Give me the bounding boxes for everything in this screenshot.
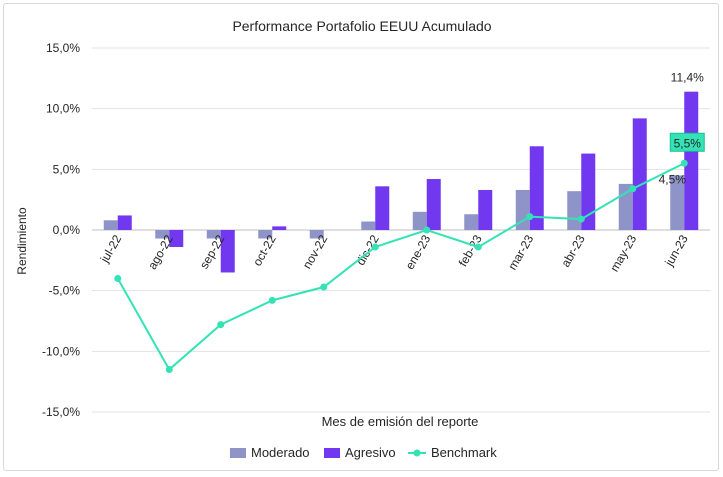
agresivo-data-label: 11,4% bbox=[671, 71, 704, 85]
bar-moderado bbox=[309, 230, 324, 239]
bar-moderado bbox=[567, 191, 582, 230]
y-tick-label: -10,0% bbox=[42, 344, 80, 358]
bar-agresivo bbox=[220, 230, 235, 273]
y-tick-label: -5,0% bbox=[49, 284, 81, 298]
bar-moderado bbox=[103, 220, 118, 230]
bar-agresivo bbox=[478, 189, 493, 230]
bar-agresivo bbox=[169, 230, 184, 247]
bar-agresivo bbox=[632, 118, 647, 230]
x-tick-label: dic-22 bbox=[353, 232, 382, 268]
benchmark-point bbox=[114, 275, 122, 283]
y-axis-label: Rendimiento bbox=[15, 207, 29, 275]
benchmark-point bbox=[320, 283, 328, 291]
bar-moderado bbox=[464, 214, 479, 230]
legend-label-benchmark: Benchmark bbox=[431, 445, 497, 460]
x-tick-label: may-23 bbox=[607, 232, 639, 274]
bar-moderado bbox=[412, 211, 427, 230]
bars bbox=[103, 91, 699, 273]
bar-agresivo bbox=[581, 153, 596, 230]
x-tick-label: nov-22 bbox=[300, 232, 331, 271]
x-tick-label: feb-23 bbox=[456, 232, 485, 269]
y-tick-label: 5,0% bbox=[53, 162, 81, 176]
benchmark-data-label: 5,5% bbox=[674, 136, 702, 150]
legend-swatch-agresivo bbox=[324, 448, 340, 458]
legend-item-moderado: Moderado bbox=[230, 445, 310, 460]
x-tick-label: ene-23 bbox=[403, 232, 434, 272]
benchmark-point bbox=[629, 185, 637, 193]
bar-moderado bbox=[155, 230, 170, 239]
benchmark-point bbox=[680, 159, 688, 167]
x-tick-label: jul-22 bbox=[97, 232, 124, 266]
x-tick-label: oct-22 bbox=[250, 232, 279, 268]
x-tick-label: abr-23 bbox=[558, 232, 588, 269]
legend-item-agresivo: Agresivo bbox=[324, 445, 396, 460]
y-tick-labels: 15,0% 10,0% 5,0% 0,0% -5,0% -10,0% -15,0% bbox=[42, 41, 80, 419]
x-tick-label: mar-23 bbox=[505, 232, 536, 272]
bar-moderado bbox=[206, 230, 221, 239]
bar-moderado bbox=[515, 189, 530, 230]
legend-label-moderado: Moderado bbox=[251, 445, 310, 460]
benchmark-point bbox=[371, 243, 379, 251]
bar-moderado bbox=[361, 221, 376, 230]
moderado-data-label: 4,5% bbox=[659, 172, 687, 186]
benchmark-line bbox=[114, 159, 688, 374]
data-annotations: 11,4% 4,5% 5,5% bbox=[659, 71, 705, 186]
benchmark-point bbox=[423, 226, 431, 234]
bar-moderado bbox=[258, 230, 273, 239]
chart-frame: Performance Portafolio EEUU Acumulado 15… bbox=[3, 3, 719, 471]
y-tick-label: 0,0% bbox=[53, 223, 81, 237]
legend-swatch-marker bbox=[413, 449, 421, 457]
y-tick-label: 10,0% bbox=[46, 102, 80, 116]
benchmark-point bbox=[268, 296, 276, 304]
y-tick-label: 15,0% bbox=[46, 41, 80, 55]
benchmark-point bbox=[577, 215, 585, 223]
legend-swatch-moderado bbox=[230, 448, 246, 458]
grid-lines bbox=[92, 47, 710, 413]
x-tick-label: ago-22 bbox=[145, 232, 176, 272]
benchmark-point bbox=[526, 213, 534, 221]
benchmark-point bbox=[474, 243, 482, 251]
benchmark-line-path bbox=[116, 162, 685, 372]
bar-moderado bbox=[670, 175, 685, 230]
bar-agresivo bbox=[426, 179, 441, 230]
bar-agresivo bbox=[529, 146, 544, 230]
legend-item-benchmark: Benchmark bbox=[408, 445, 497, 460]
bar-agresivo bbox=[684, 91, 699, 231]
benchmark-point bbox=[217, 321, 225, 329]
performance-chart: Performance Portafolio EEUU Acumulado 15… bbox=[15, 18, 710, 460]
x-tick-labels: jul-22 ago-22 sep-22 oct-22 nov-22 dic-22 ene-… bbox=[97, 232, 691, 274]
legend-label-agresivo: Agresivo bbox=[345, 445, 396, 460]
benchmark-label-box bbox=[669, 132, 705, 152]
bar-agresivo bbox=[375, 186, 390, 230]
benchmark-point bbox=[165, 366, 173, 374]
legend: Moderado Agresivo Benchmark bbox=[230, 445, 497, 460]
y-tick-label: -15,0% bbox=[42, 405, 80, 419]
bar-agresivo bbox=[117, 215, 132, 230]
bar-agresivo bbox=[272, 226, 287, 230]
chart-title: Performance Portafolio EEUU Acumulado bbox=[232, 18, 491, 34]
x-axis-label: Mes de emisión del reporte bbox=[322, 414, 479, 429]
x-tick-label: jun-23 bbox=[662, 232, 691, 269]
